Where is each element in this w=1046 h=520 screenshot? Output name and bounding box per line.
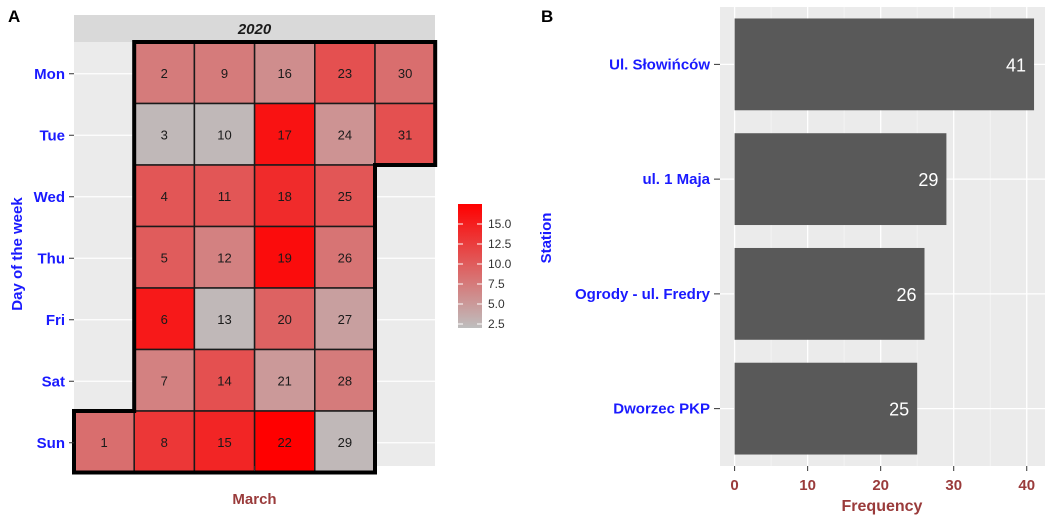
heatmap-cell-number: 15 xyxy=(217,435,231,450)
bar-value-label: 26 xyxy=(896,285,916,305)
heatmap-cell xyxy=(314,41,376,105)
heatmap-cell xyxy=(314,164,376,228)
day-label: Mon xyxy=(34,66,65,83)
heatmap-cell xyxy=(193,225,256,289)
heatmap-cell-number: 17 xyxy=(277,127,291,142)
heatmap-cell-number: 29 xyxy=(338,435,352,450)
heatmap-cell xyxy=(193,410,256,474)
heatmap-cell-number: 4 xyxy=(161,189,168,204)
legend-tick-label: 15.0 xyxy=(488,217,512,231)
heatmap-cell xyxy=(314,410,376,474)
heatmap-cell-number: 10 xyxy=(217,127,231,142)
heatmap-cell xyxy=(133,348,196,412)
heatmap-cell xyxy=(374,102,436,166)
frequency-axis-ticks: 0 10 20 30 40 xyxy=(730,466,1035,494)
color-legend-ticks: 15.0 12.5 10.0 7.5 5.0 2.5 xyxy=(458,217,512,331)
heatmap-cell-number: 28 xyxy=(338,373,352,388)
heatmap-cell-number: 19 xyxy=(277,250,291,265)
frequency-tick-label: 10 xyxy=(799,477,816,494)
heatmap-cell-number: 25 xyxy=(338,189,352,204)
panel-tag-b: B xyxy=(541,7,553,26)
heatmap-cell-number: 30 xyxy=(398,66,412,81)
station-label: ul. 1 Maja xyxy=(642,171,710,188)
heatmap-cell-number: 26 xyxy=(338,250,352,265)
frequency-tick-label: 30 xyxy=(945,477,962,494)
bar xyxy=(734,133,947,226)
bar xyxy=(734,362,918,455)
heatmap-cell-number: 22 xyxy=(277,435,291,450)
heatmap-cell-number: 8 xyxy=(161,435,168,450)
color-legend-bar xyxy=(458,204,482,328)
heatmap-cell-number: 13 xyxy=(217,312,231,327)
station-label: Ogrody - ul. Fredry xyxy=(575,286,711,303)
heatmap-cell-number: 1 xyxy=(100,435,107,450)
station-axis-labels: Ul. Słowińców ul. 1 Maja Ogrody - ul. Fred… xyxy=(575,56,720,418)
bar-value-label: 29 xyxy=(918,170,938,190)
day-label: Sun xyxy=(37,435,65,452)
frequency-tick-label: 0 xyxy=(730,477,738,494)
heatmap-cell-number: 24 xyxy=(338,127,352,142)
heatmap-cell xyxy=(133,410,196,474)
day-label: Wed xyxy=(34,189,65,206)
day-label: Fri xyxy=(46,312,65,329)
heatmap-cell-number: 31 xyxy=(398,127,412,142)
legend-tick-label: 12.5 xyxy=(488,237,512,251)
heatmap-cell-number: 7 xyxy=(161,373,168,388)
bar xyxy=(734,247,925,340)
day-label: Sat xyxy=(42,373,65,390)
heatmap-cell xyxy=(193,102,256,166)
heatmap-cell-number: 20 xyxy=(277,312,291,327)
bar-value-labels: 41 29 26 25 xyxy=(889,55,1026,419)
heatmap-cell-numbers: 1234567891011121314151617181920212223242… xyxy=(100,66,412,450)
legend-tick-label: 7.5 xyxy=(488,277,505,291)
heatmap-cell xyxy=(314,287,376,351)
bar-value-label: 25 xyxy=(889,400,909,420)
station-axis-title: Station xyxy=(538,213,555,264)
heatmap-cell xyxy=(314,225,376,289)
legend-tick-label: 10.0 xyxy=(488,257,512,271)
heatmap-cell-number: 12 xyxy=(217,250,231,265)
heatmap-cell-number: 6 xyxy=(161,312,168,327)
y-axis-title: Day of the week xyxy=(9,197,26,311)
heatmap-cell-number: 5 xyxy=(161,250,168,265)
frequency-tick-label: 40 xyxy=(1018,477,1035,494)
heatmap-cell-number: 21 xyxy=(277,373,291,388)
strip-background xyxy=(74,15,435,42)
heatmap-cell xyxy=(314,102,376,166)
frequency-tick-label: 20 xyxy=(872,477,889,494)
day-label: Thu xyxy=(38,250,66,267)
heatmap-cell xyxy=(253,41,316,105)
station-label: Ul. Słowińców xyxy=(609,56,710,73)
heatmap-cell-number: 23 xyxy=(338,66,352,81)
frequency-axis-title: Frequency xyxy=(842,498,923,515)
panel-tag-a: A xyxy=(8,7,20,26)
heatmap-cell-number: 27 xyxy=(338,312,352,327)
heatmap-cell-number: 9 xyxy=(221,66,228,81)
month-outline xyxy=(72,40,438,475)
day-label: Tue xyxy=(39,127,65,144)
heatmap-cell-number: 18 xyxy=(277,189,291,204)
legend-tick-label: 5.0 xyxy=(488,297,505,311)
station-label: Dworzec PKP xyxy=(613,401,710,418)
heatmap-cell xyxy=(253,348,316,412)
heatmap-cell-number: 16 xyxy=(277,66,291,81)
station-bar-panel: B 41 29 26 25 Ul. Słowińców ul. 1 Maja Ogrody… xyxy=(538,7,1045,515)
calendar-heatmap-panel: A 2020 123456789101112131415161718192021… xyxy=(8,7,512,508)
bar-value-label: 41 xyxy=(1006,55,1026,75)
legend-tick-label: 2.5 xyxy=(488,317,505,331)
heatmap-cell-number: 14 xyxy=(217,373,231,388)
strip-title: 2020 xyxy=(237,21,272,38)
heatmap-cell-number: 3 xyxy=(161,127,168,142)
heatmap-cell-number: 2 xyxy=(161,66,168,81)
bars xyxy=(734,18,1035,455)
bar xyxy=(734,18,1035,111)
heatmap-cell-number: 11 xyxy=(218,189,232,204)
heatmap-cells xyxy=(73,41,436,474)
heatmap-cell xyxy=(193,164,256,228)
day-axis-labels: Mon Tue Wed Thu Fri Sat Sun xyxy=(34,66,74,452)
x-axis-title: March xyxy=(232,491,276,508)
